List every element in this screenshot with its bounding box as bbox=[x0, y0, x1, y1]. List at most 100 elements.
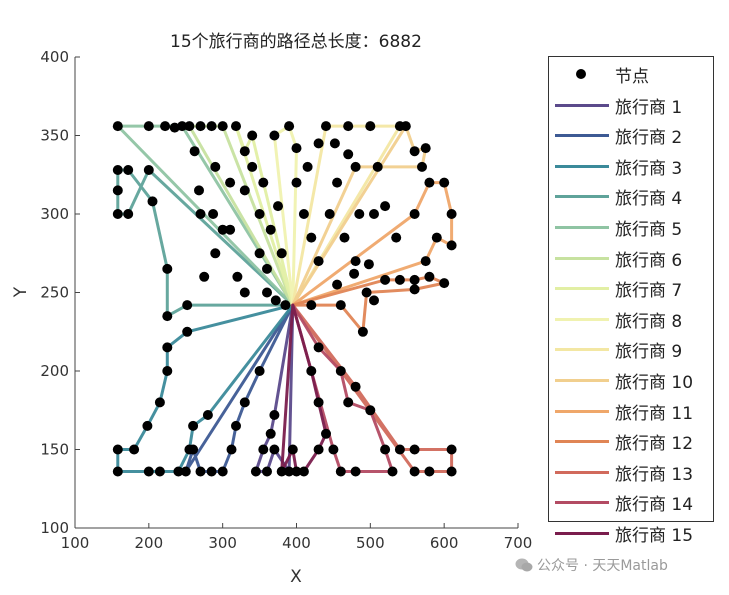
node-dot bbox=[182, 300, 193, 311]
node-dot bbox=[262, 466, 272, 477]
node-dot bbox=[409, 209, 420, 219]
node-dot bbox=[391, 232, 402, 243]
node-dot bbox=[184, 444, 195, 455]
node-dot bbox=[276, 466, 287, 477]
node-dot bbox=[291, 143, 302, 154]
legend-item-traveler-8: 旅行商 8 bbox=[549, 306, 713, 333]
legend-line-icon bbox=[555, 226, 609, 229]
legend-label: 旅行商 2 bbox=[615, 128, 683, 149]
node-dot bbox=[143, 165, 154, 175]
legend-line-icon bbox=[555, 164, 609, 168]
node-dot bbox=[112, 466, 123, 477]
node-dot bbox=[250, 466, 261, 477]
node-dot bbox=[313, 444, 324, 455]
node-dot bbox=[184, 121, 195, 132]
x-tick-label: 700 bbox=[504, 534, 533, 552]
node-dot bbox=[298, 209, 309, 219]
node-dot-icon bbox=[576, 69, 586, 79]
y-tick-label: 100 bbox=[40, 519, 69, 537]
legend-line-icon bbox=[555, 440, 609, 444]
node-dot bbox=[206, 121, 217, 132]
node-dot bbox=[394, 274, 405, 285]
node-dot bbox=[270, 295, 281, 306]
legend-item-traveler-4: 旅行商 4 bbox=[549, 183, 713, 210]
node-dot bbox=[269, 410, 280, 420]
node-dot bbox=[380, 201, 391, 212]
node-dot bbox=[276, 248, 287, 259]
node-dot bbox=[112, 444, 123, 455]
legend-item-traveler-11: 旅行商 11 bbox=[549, 398, 713, 425]
node-dot bbox=[361, 287, 372, 298]
node-dot bbox=[142, 420, 153, 431]
node-dot bbox=[143, 466, 154, 477]
node-dot bbox=[194, 185, 204, 196]
legend-line-icon bbox=[555, 532, 609, 535]
legend-label: 旅行商 7 bbox=[615, 281, 683, 302]
watermark: 公众号 · 天天Matlab bbox=[515, 555, 668, 575]
legend-item-traveler-7: 旅行商 7 bbox=[549, 275, 713, 302]
node-dot bbox=[380, 274, 391, 285]
legend-label: 旅行商 9 bbox=[615, 342, 683, 363]
routes-layer bbox=[116, 124, 454, 473]
legend-label: 旅行商 5 bbox=[615, 220, 683, 240]
legend-line-icon bbox=[555, 134, 609, 138]
node-dot bbox=[177, 121, 188, 132]
node-dot bbox=[332, 279, 343, 290]
node-dot bbox=[160, 121, 171, 132]
legend-item-traveler-2: 旅行商 2 bbox=[549, 122, 713, 149]
legend-item-traveler-10: 旅行商 10 bbox=[549, 367, 713, 394]
node-dot bbox=[280, 300, 291, 311]
node-dot bbox=[332, 177, 343, 188]
node-dot bbox=[226, 444, 237, 455]
node-dot bbox=[343, 149, 354, 160]
node-dot bbox=[424, 271, 435, 282]
legend-label: 节点 bbox=[615, 67, 649, 87]
node-dot bbox=[365, 405, 376, 416]
node-dot bbox=[254, 209, 265, 219]
node-dot bbox=[247, 130, 258, 141]
node-dot bbox=[380, 444, 391, 455]
node-dot bbox=[335, 366, 346, 376]
node-dot bbox=[217, 121, 228, 132]
node-dot bbox=[439, 177, 450, 188]
node-dot bbox=[431, 232, 442, 243]
node-dot bbox=[306, 232, 317, 243]
node-dot bbox=[409, 284, 420, 295]
route-traveler-9 bbox=[291, 124, 402, 307]
node-dot bbox=[439, 278, 450, 289]
node-dot bbox=[284, 121, 295, 132]
legend-line-icon bbox=[555, 103, 609, 107]
node-dot bbox=[210, 248, 221, 259]
x-tick-label: 600 bbox=[430, 534, 459, 552]
node-dot bbox=[306, 366, 317, 376]
node-dot bbox=[339, 232, 350, 243]
node-dot bbox=[225, 177, 236, 188]
y-axis-label: Y bbox=[11, 286, 31, 298]
node-dot bbox=[313, 342, 324, 353]
node-dot bbox=[313, 397, 324, 408]
node-dot bbox=[446, 466, 457, 477]
node-dot bbox=[217, 466, 228, 477]
chart-title: 15个旅行商的路径总长度：6882 bbox=[170, 32, 422, 52]
route-traveler-6 bbox=[187, 124, 295, 307]
node-dot bbox=[357, 326, 368, 337]
node-dot bbox=[424, 466, 435, 477]
x-tick-label: 200 bbox=[135, 534, 164, 552]
node-dot bbox=[232, 271, 243, 282]
node-dot bbox=[262, 287, 272, 298]
node-dot bbox=[208, 209, 219, 219]
node-dot bbox=[129, 444, 140, 455]
node-dot bbox=[369, 295, 379, 306]
node-dot bbox=[269, 130, 280, 141]
legend-label: 旅行商 15 bbox=[615, 526, 694, 546]
node-dot bbox=[254, 248, 265, 259]
node-dot bbox=[247, 161, 258, 172]
legend-label: 旅行商 10 bbox=[615, 373, 694, 393]
node-dot bbox=[154, 466, 165, 477]
legend-label: 旅行商 6 bbox=[615, 250, 683, 271]
node-dot bbox=[321, 121, 331, 132]
legend-label: 旅行商 1 bbox=[615, 97, 683, 118]
node-dot bbox=[324, 209, 335, 219]
legend-item-traveler-12: 旅行商 12 bbox=[549, 428, 713, 455]
